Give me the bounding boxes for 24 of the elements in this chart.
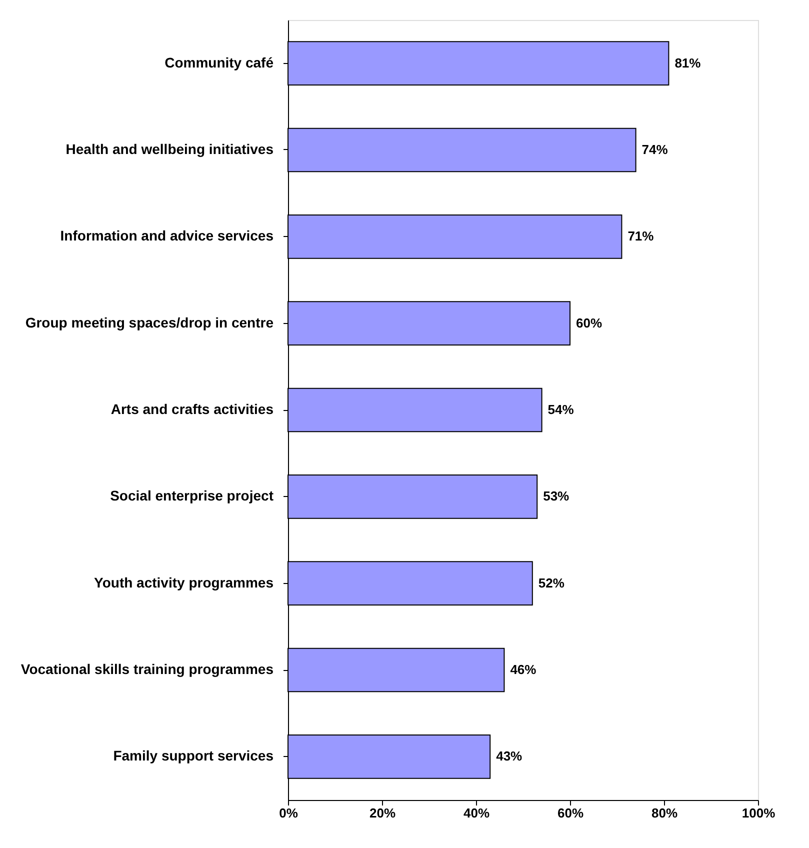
data-label: 71% [628,228,654,244]
x-tick-label: 20% [369,806,396,820]
y-tick-label: Community café [164,54,274,70]
x-tick-label: 40% [463,806,490,820]
data-label: 81% [674,55,702,70]
y-tick-label: Group meeting spaces/drop in centre [25,314,274,330]
x-tick-label: 100% [742,806,776,820]
x-tick-label: 60% [557,806,584,820]
data-label: 54% [548,402,574,417]
data-label: 60% [576,315,602,330]
y-tick-label: Health and wellbeing initiatives [66,141,274,157]
data-label: 46% [510,662,537,677]
y-tick-label: Social enterprise project [110,488,274,504]
y-tick-label: Information and advice services [60,228,274,244]
y-tick-label: Family support services [113,748,274,764]
y-tick-label: Arts and crafts activities [110,401,274,417]
data-label: 53% [543,488,570,504]
data-label: 43% [496,748,523,764]
y-tick-label: Youth activity programmes [94,574,274,590]
x-tick-label: 0% [279,806,298,820]
y-tick-label: Vocational skills training programmes [20,661,274,677]
data-label: 52% [538,575,565,590]
data-label: 74% [642,142,668,157]
x-tick-label: 80% [651,806,678,820]
